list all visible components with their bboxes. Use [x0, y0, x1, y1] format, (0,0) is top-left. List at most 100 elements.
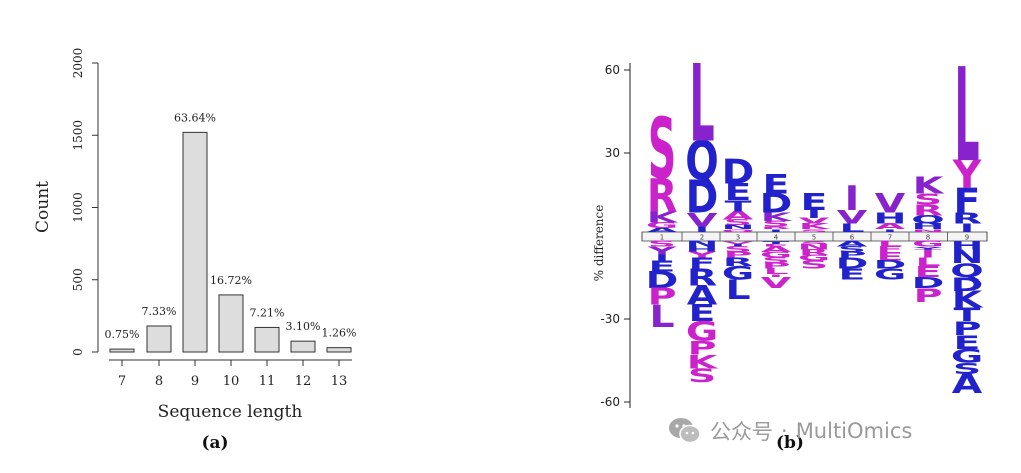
watermark-text-en: MultiOmics: [795, 419, 913, 443]
panel-b-letter-1-up-K: K: [647, 209, 680, 227]
panel-b-letter-1-down-D: D: [646, 267, 679, 294]
panel-b-letter-2-up-V: V: [687, 209, 718, 231]
panel-a-x-ticks: 7 8 9 10 11 12 13: [118, 360, 347, 389]
panel-b-letter-6-down-E: E: [839, 266, 866, 284]
panel-b-letter-1-down-P: P: [648, 283, 677, 310]
panel-b-letter-4-down-P: P: [762, 262, 791, 271]
panel-b-letter-4-down-L: L: [763, 267, 788, 276]
panel-b-letter-2-up-D: D: [686, 172, 719, 224]
panel-b-position-number: 6: [850, 234, 855, 242]
panel-b-y-tick-label: 30: [605, 146, 620, 160]
panel-a-bars: [109, 131, 352, 353]
panel-a-data-label: 16.72%: [210, 274, 252, 287]
panel-b-letter-1-down-E: E: [649, 258, 676, 276]
panel-b-letter-7-down-G: G: [874, 266, 906, 284]
panel-b-letter-5-up-S: S: [800, 228, 828, 232]
watermark-separator: ·: [781, 419, 788, 443]
panel-b-position-number: 1: [660, 234, 664, 242]
panel-b-position-number: 3: [736, 234, 740, 242]
panel-b-letter-2-down-N: N: [686, 240, 719, 249]
panel-b-letter-4-up-I: I: [769, 228, 784, 232]
panel-b-letter-1-up-R: R: [647, 171, 677, 223]
panel-b-letter-5-down-N: N: [798, 242, 831, 251]
panel-b-letter-5-down-R: R: [799, 248, 830, 257]
watermark: 公众号 · MultiOmics: [668, 414, 912, 448]
panel-b-letter-7-up-I: I: [883, 228, 898, 232]
panel-b-letter-1-down-S: S: [648, 240, 676, 249]
panel-b-letter-3-up-Q: Q: [721, 228, 754, 232]
panel-b-letter-2-up-I: I: [695, 225, 710, 234]
panel-a-x-tick-label: 12: [295, 374, 312, 389]
panel-a-data-label: 7.21%: [250, 306, 285, 319]
panel-a-bar-10: [218, 294, 244, 353]
panel-b-letter-2-down-A: A: [687, 280, 717, 311]
panel-b-y-ticks: 60 30 -30 -60: [600, 63, 630, 409]
panel-b-letter-2-down-R: R: [687, 264, 718, 291]
panel-a-bar-12: [290, 340, 316, 353]
panel-b-letter-8-up-R: R: [913, 202, 943, 220]
panel-b-letter-9-up-I: I: [960, 221, 975, 234]
panel-b-letter-7-down-F: F: [877, 245, 904, 254]
panel-b-letter-5-up-V: V: [799, 217, 830, 226]
panel-b-letter-6-up-I: I: [845, 178, 860, 218]
panel-b-letter-9-down-H: H: [951, 239, 984, 252]
panel-b-letter-9-up-Y: Y: [952, 153, 983, 197]
panel-b-letter-2-down-S: S: [688, 365, 716, 387]
panel-b-letter-6-down-P: P: [838, 251, 867, 260]
panel-b-letter-4-down-S: S: [762, 256, 790, 265]
panel-a-data-label: 7.33%: [142, 305, 177, 318]
panel-b-letter-5-up-E: E: [801, 189, 828, 216]
panel-a-bar-7: [109, 348, 135, 353]
panel-b-letter-7-up-A: A: [875, 222, 906, 231]
panel-b-position-number: 7: [888, 234, 892, 242]
panel-b-center-band: 1 2 3 4 5 6 7 8 9: [641, 231, 988, 242]
wechat-icon: [669, 418, 701, 444]
panel-b-letter-8-down-T: T: [915, 249, 942, 253]
panel-b-letter-1-up-G: G: [646, 221, 678, 230]
panel-b-letter-3-down-R: R: [723, 255, 753, 268]
panel-b-letter-4-down-F: F: [763, 243, 790, 247]
panel-b-y-tick-label: 60: [605, 63, 620, 77]
panel-a-y-tick-label: 1000: [71, 192, 85, 223]
panel-b-letter-8-up-H: H: [912, 222, 945, 231]
panel-b-letter-6-down-D: D: [836, 255, 869, 273]
panel-b-letter-1-up-A: A: [647, 227, 678, 234]
panel-b-letter-6-down-S: S: [838, 245, 866, 254]
panel-b-letter-4-down-G: G: [760, 251, 792, 260]
panel-b-letter-2-up-Q: Q: [685, 132, 718, 193]
panel-a-bar-chart: 0 500 1000 1500 2000 7 8 9 10 11 12 13 0.75%7.33% 6…: [33, 48, 356, 453]
panel-b-letter-3-down-L: L: [725, 275, 750, 306]
panel-a-data-label: 3.10%: [286, 320, 321, 333]
panel-b-letter-3-down-G: G: [722, 263, 754, 285]
panel-b-letter-7-down-D: D: [874, 258, 907, 271]
panel-b-letter-3-up-N: N: [722, 224, 755, 231]
panel-b-letter-3-up-D: D: [722, 152, 755, 192]
panel-b-letter-9-down-D: D: [951, 274, 984, 296]
panel-b-letter-9-down-A: A: [952, 369, 982, 400]
panel-b-position-number: 2: [700, 234, 704, 242]
panel-b-letter-3-down-I: I: [731, 243, 746, 247]
panel-b-letter-2-down-P: P: [688, 337, 717, 359]
panel-a-data-label: 63.64%: [174, 111, 216, 124]
panel-b-letter-8-up-K: K: [913, 172, 945, 199]
panel-b-letter-9-down-E: E: [954, 332, 981, 354]
panel-b-letter-9-down-Q: Q: [950, 260, 983, 282]
panel-a-data-labels: 0.75%7.33% 63.64% 16.72% 7.21%3.10%1.26%: [105, 111, 357, 341]
panel-b-letters: AGKRSSYIEDPLIVDQLNHYFRAEGPKSQNSATEDVISPR…: [646, 42, 984, 399]
panel-b-letter-9-down-P: P: [953, 318, 982, 340]
panel-b-caption: (b): [776, 433, 804, 453]
panel-a-data-label: 1.26%: [322, 327, 357, 340]
panel-b-letter-1-down-Y: Y: [646, 244, 677, 257]
panel-b-letter-7-up-V: V: [875, 188, 905, 219]
panel-b-letter-4-up-R: R: [761, 226, 791, 230]
panel-b-letter-8-up-Q: Q: [911, 213, 944, 226]
panel-b-letter-8-down-G: G: [912, 240, 944, 249]
panel-b-letter-7-up-H: H: [874, 210, 907, 228]
panel-a-y-axis-label: Count: [33, 181, 53, 233]
panel-a-x-tick-label: 10: [223, 374, 240, 389]
panel-b-letter-4-up-K: K: [761, 210, 794, 223]
panel-b-letter-7-down-E: E: [877, 250, 904, 263]
panel-a-data-label: 0.75%: [105, 328, 140, 341]
